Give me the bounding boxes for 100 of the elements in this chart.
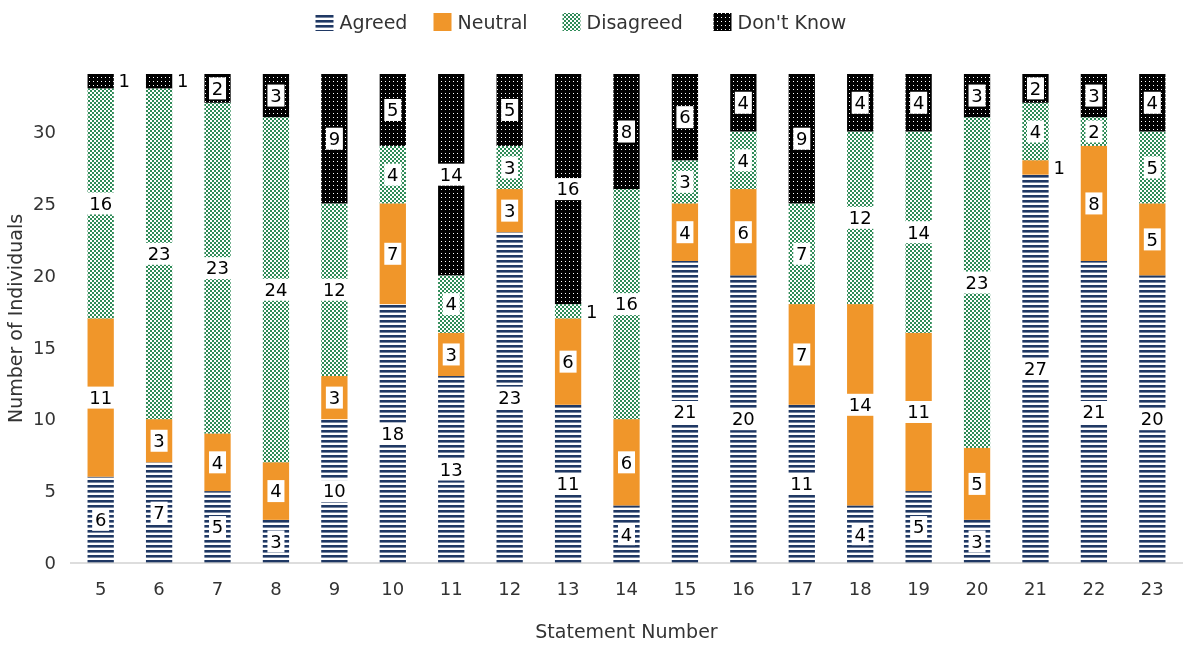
data-label: 13: [439, 458, 463, 480]
data-label: 20: [1140, 408, 1164, 430]
data-label: 11: [790, 473, 814, 495]
data-label: 3: [971, 530, 983, 552]
data-label: 12: [322, 279, 346, 301]
legend-label: Agreed: [339, 10, 408, 33]
data-label: 7: [153, 501, 165, 523]
x-tick-label: 16: [731, 578, 755, 599]
data-label: 16: [89, 192, 113, 214]
data-label: 4: [445, 293, 457, 315]
x-tick-label: 5: [94, 578, 107, 599]
x-tick-label: 14: [615, 578, 638, 599]
x-tick-label: 7: [211, 578, 224, 599]
data-label: 1: [1053, 156, 1065, 178]
y-tick-label: 5: [44, 480, 56, 502]
data-label: 10: [322, 480, 346, 502]
data-label: 3: [503, 156, 516, 178]
data-label: 4: [1029, 120, 1042, 142]
data-label: 6: [94, 509, 107, 531]
data-label: 6: [679, 106, 691, 128]
data-label: 3: [153, 430, 165, 452]
data-label: 18: [381, 422, 405, 444]
data-label: 8: [620, 120, 633, 142]
data-label: 3: [971, 84, 983, 106]
y-tick-label: 10: [33, 408, 56, 430]
data-label: 3: [1088, 84, 1100, 106]
data-label: 3: [679, 171, 691, 193]
data-label: 16: [556, 178, 580, 200]
data-label: 21: [1082, 401, 1106, 423]
data-label: 9: [328, 128, 341, 150]
x-axis-title: Statement Number: [535, 620, 718, 642]
x-tick-label: 13: [556, 578, 580, 599]
data-label: 14: [439, 163, 463, 185]
y-axis-title: Number of Individuals: [4, 213, 26, 424]
x-tick-label: 17: [790, 578, 814, 599]
data-label: 1: [177, 70, 189, 92]
x-tick-label: 21: [1024, 578, 1047, 599]
x-tick-label: 12: [498, 578, 522, 599]
data-label: 23: [498, 386, 522, 408]
legend-label: Neutral: [457, 10, 528, 33]
data-label: 6: [737, 221, 750, 243]
data-label: 14: [848, 394, 872, 416]
x-tick-label: 11: [439, 578, 463, 599]
data-label: 5: [912, 516, 925, 538]
data-label: 1: [585, 300, 598, 322]
data-label: 5: [1146, 228, 1159, 250]
data-label: 8: [1088, 192, 1100, 214]
data-label: 14: [907, 221, 931, 243]
data-label: 23: [965, 271, 989, 293]
data-label: 7: [387, 243, 399, 265]
data-label: 1: [118, 70, 131, 92]
x-tick-label: 23: [1140, 578, 1164, 599]
data-label: 6: [620, 451, 633, 473]
data-label: 11: [556, 473, 580, 495]
x-tick-label: 22: [1082, 578, 1106, 599]
data-label: 3: [503, 199, 516, 221]
data-label: 4: [270, 480, 282, 502]
data-label: 5: [971, 473, 983, 495]
data-label: 16: [615, 293, 638, 315]
x-tick-label: 18: [848, 578, 872, 599]
y-tick-label: 15: [33, 336, 56, 358]
data-label: 2: [1029, 77, 1042, 99]
data-label: 9: [796, 128, 808, 150]
data-label: 11: [89, 386, 113, 408]
data-label: 3: [270, 530, 282, 552]
data-label: 23: [147, 243, 171, 265]
x-tick-label: 8: [270, 578, 282, 599]
data-label: 4: [211, 451, 224, 473]
data-label: 4: [387, 163, 399, 185]
data-label: 3: [270, 84, 282, 106]
data-label: 23: [206, 257, 229, 279]
legend-label: Disagreed: [586, 10, 683, 33]
data-label: 24: [264, 279, 288, 301]
y-tick-label: 20: [33, 264, 56, 286]
x-tick-label: 15: [673, 578, 697, 599]
data-label: 2: [1088, 120, 1100, 142]
data-label: 4: [737, 92, 750, 114]
data-label: 11: [907, 401, 931, 423]
data-label: 4: [854, 92, 866, 114]
data-label: 3: [328, 386, 341, 408]
data-label: 4: [620, 523, 633, 545]
x-tick-label: 10: [381, 578, 405, 599]
data-label: 4: [912, 92, 925, 114]
legend-label: Don't Know: [737, 10, 847, 33]
data-label: 7: [796, 243, 808, 265]
data-label: 3: [445, 343, 457, 365]
data-label: 4: [854, 523, 866, 545]
data-label: 20: [731, 408, 755, 430]
data-label: 12: [848, 207, 872, 229]
x-tick-label: 19: [907, 578, 931, 599]
x-tick-label: 9: [328, 578, 341, 599]
y-tick-label: 25: [33, 192, 56, 214]
x-tick-label: 6: [153, 578, 165, 599]
data-label: 27: [1024, 358, 1047, 380]
data-label: 7: [796, 343, 808, 365]
y-tick-label: 0: [44, 552, 56, 574]
y-tick-label: 30: [33, 120, 56, 142]
x-tick-label: 20: [965, 578, 989, 599]
data-label: 5: [1146, 156, 1159, 178]
data-label: 6: [562, 350, 574, 372]
